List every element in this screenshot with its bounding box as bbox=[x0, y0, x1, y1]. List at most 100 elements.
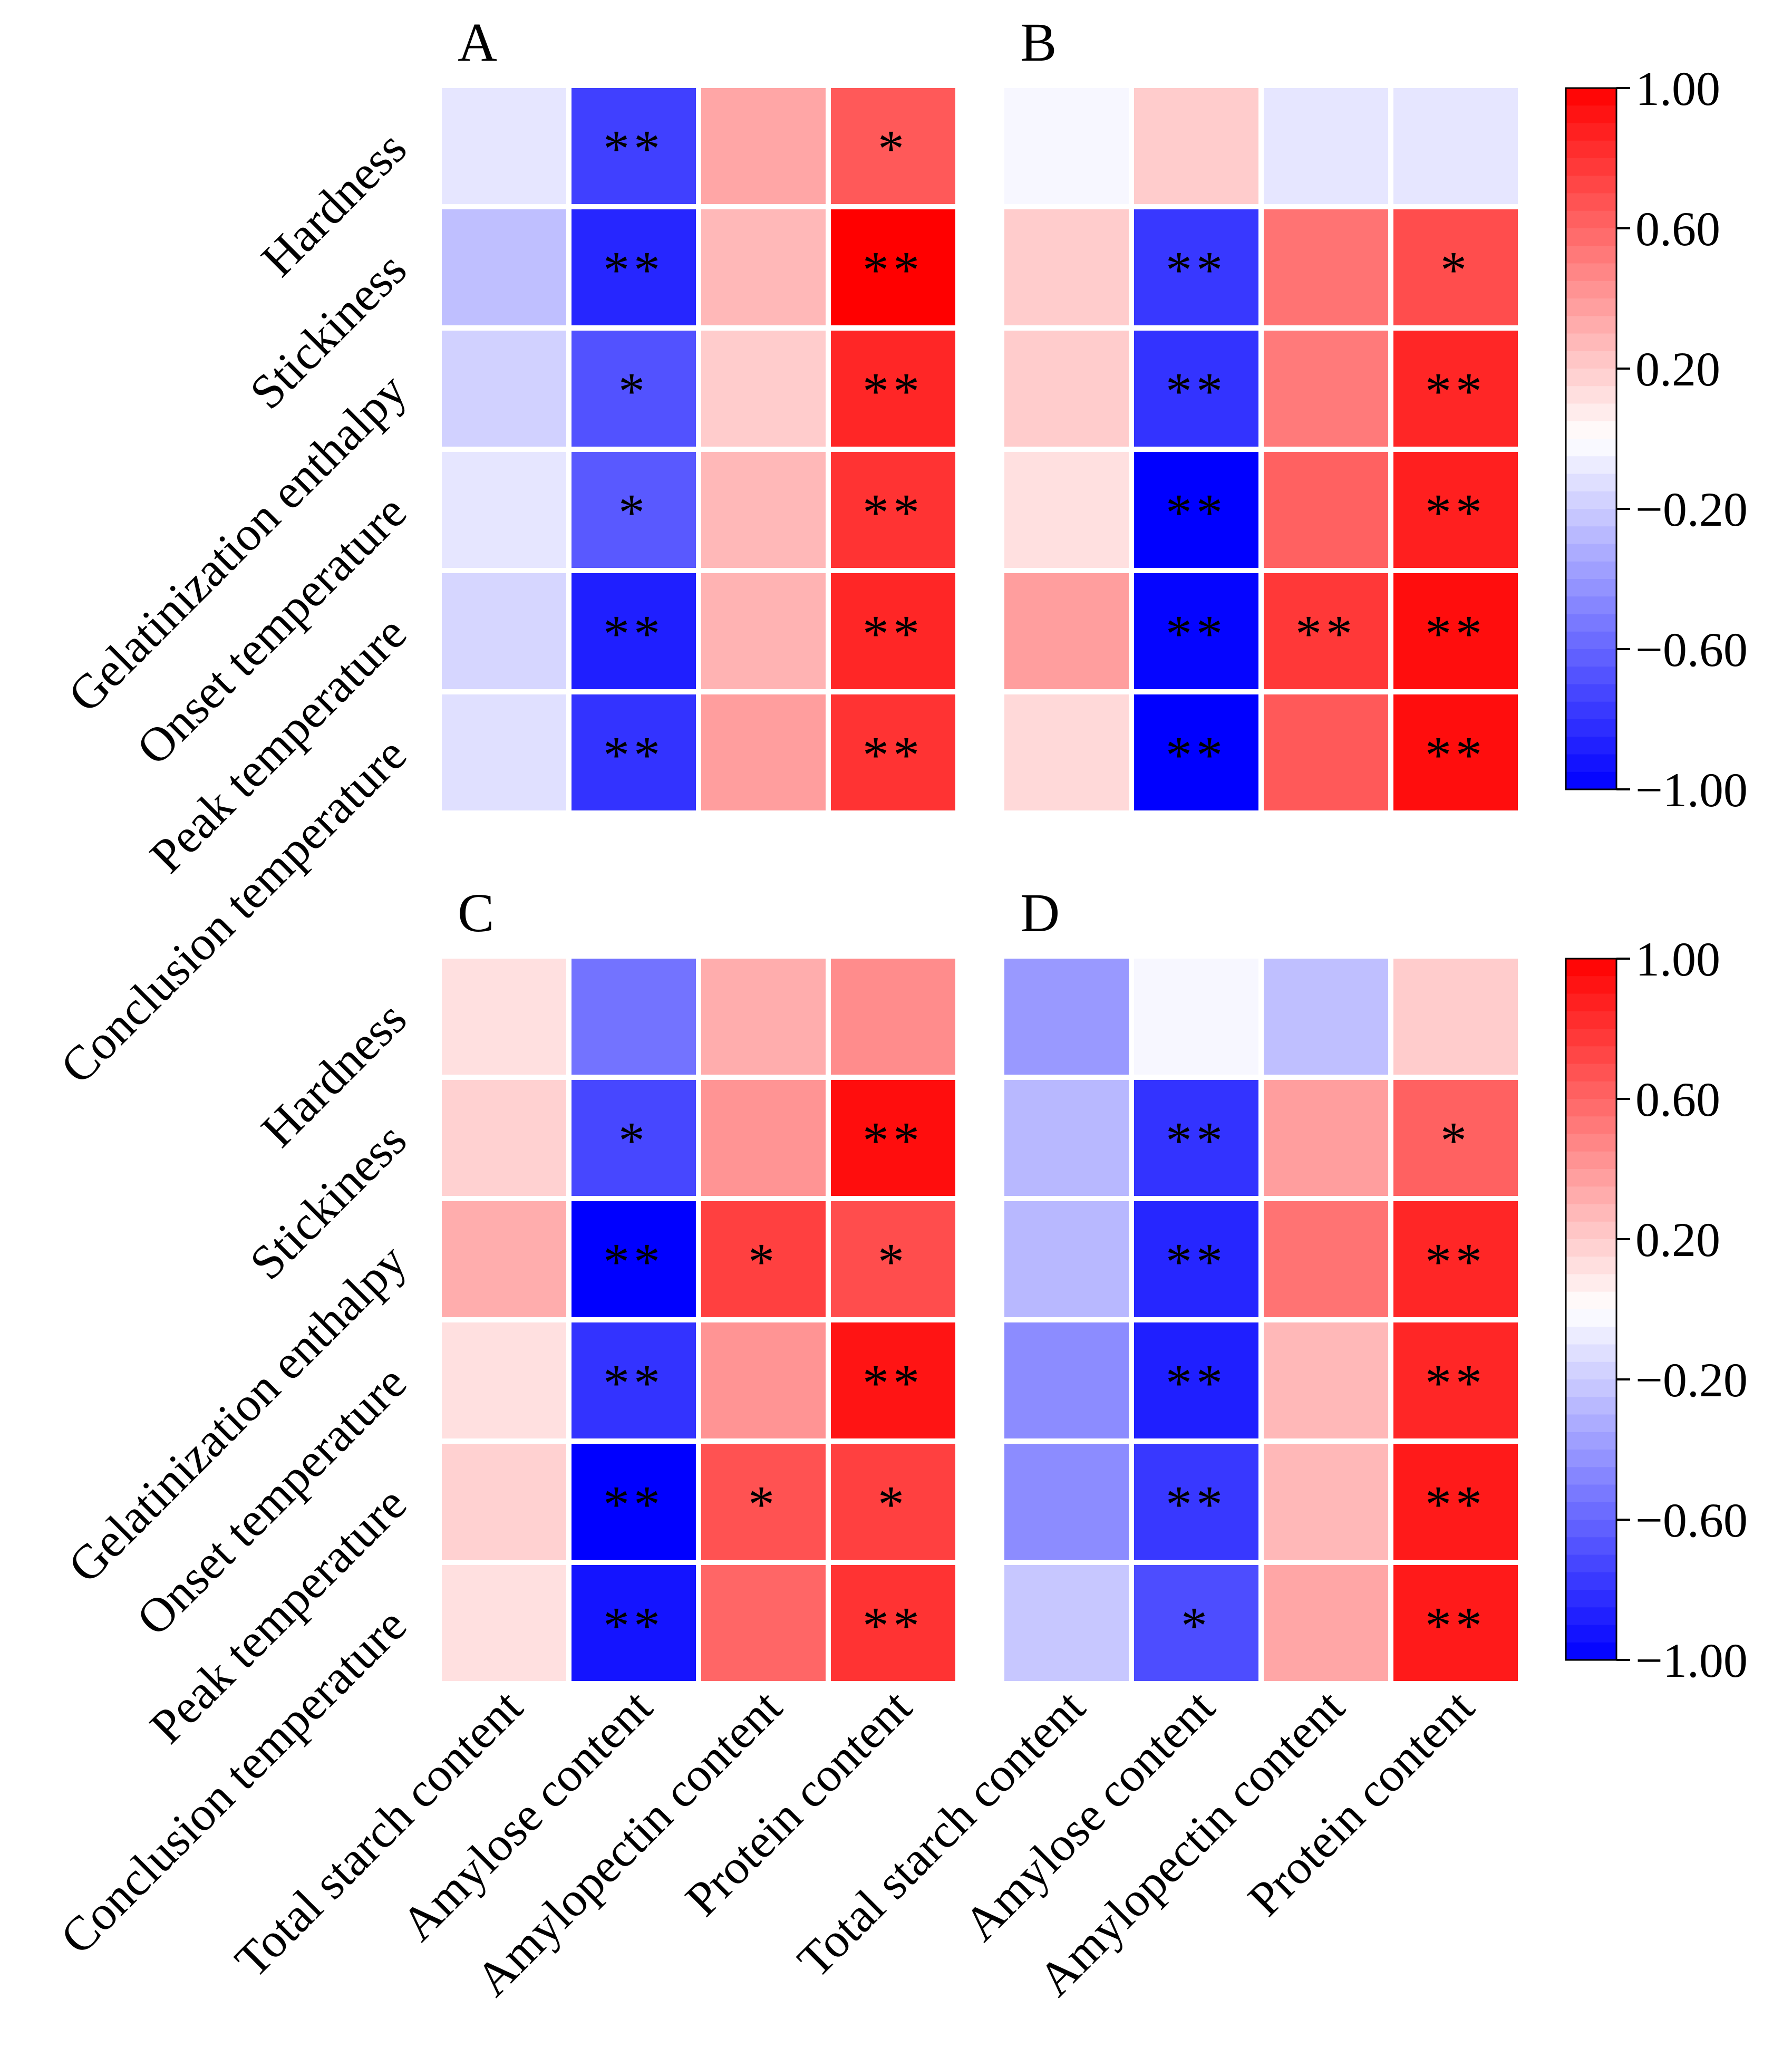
heatmap-cell bbox=[442, 1322, 566, 1438]
colorbar-step bbox=[1566, 1064, 1616, 1082]
heatmap-cell bbox=[1264, 694, 1388, 810]
colorbar-step bbox=[1566, 509, 1616, 527]
heatmap-cell bbox=[701, 209, 826, 325]
colorbar-step bbox=[1566, 754, 1616, 772]
colorbar-step bbox=[1566, 1502, 1616, 1520]
heatmap-cell bbox=[1134, 694, 1258, 810]
significance-mark: ** bbox=[863, 1354, 924, 1412]
heatmap-cell bbox=[571, 331, 696, 447]
heatmap-cell bbox=[701, 573, 826, 689]
heatmap-cell bbox=[571, 959, 696, 1075]
colorbar-step bbox=[1566, 631, 1616, 650]
heatmap-cell bbox=[571, 209, 696, 325]
panel-c: C* **** * *** **** * *** ** bbox=[442, 883, 955, 1681]
heatmap-cell bbox=[1134, 1080, 1258, 1196]
heatmap-cell bbox=[701, 1565, 826, 1681]
colorbar-step bbox=[1566, 1537, 1616, 1556]
colorbar-step bbox=[1566, 684, 1616, 702]
colorbar-step bbox=[1566, 1642, 1616, 1660]
heatmap-cell bbox=[701, 694, 826, 810]
heatmap-cell bbox=[1134, 1201, 1258, 1317]
significance-mark: ** bbox=[603, 1232, 664, 1291]
heatmap-panels: A** *** *** *** **** **** **B** *** **** **** ** **… bbox=[442, 12, 1518, 1681]
heatmap-cell bbox=[1393, 1201, 1518, 1317]
colorbar-step bbox=[1566, 246, 1616, 264]
significance-mark: * bbox=[878, 1232, 908, 1291]
heatmap-cell bbox=[1264, 88, 1388, 204]
significance-mark: ** bbox=[863, 1596, 924, 1655]
significance-mark: ** bbox=[603, 1596, 664, 1655]
colorbar-tick-label: 0.60 bbox=[1635, 202, 1720, 256]
heatmap-cell bbox=[1004, 959, 1129, 1075]
heatmap-cell bbox=[1393, 452, 1518, 568]
colorbar-step bbox=[1566, 1432, 1616, 1450]
significance-mark: ** bbox=[603, 1475, 664, 1533]
colorbar-step bbox=[1566, 1484, 1616, 1503]
colorbar-step bbox=[1566, 88, 1616, 106]
heatmap-cell bbox=[442, 1444, 566, 1560]
heatmap-cell bbox=[1264, 1201, 1388, 1317]
colorbar-step bbox=[1566, 1257, 1616, 1275]
significance-mark: ** bbox=[603, 240, 664, 299]
colorbar-step bbox=[1566, 456, 1616, 475]
significance-mark: ** bbox=[603, 726, 664, 784]
heatmap-cell bbox=[1134, 573, 1258, 689]
colorbar-step bbox=[1566, 579, 1616, 597]
colorbar-tick-label: 1.00 bbox=[1635, 62, 1720, 115]
significance-mark: ** bbox=[1166, 1354, 1227, 1412]
significance-mark: * bbox=[1440, 1111, 1471, 1170]
heatmap-cell bbox=[831, 1565, 955, 1681]
colorbar-step bbox=[1566, 737, 1616, 755]
colorbar-step bbox=[1566, 491, 1616, 509]
heatmap-cell bbox=[1393, 1322, 1518, 1438]
heatmap-cell bbox=[831, 209, 955, 325]
colorbar-step bbox=[1566, 369, 1616, 387]
colorbar-step bbox=[1566, 1291, 1616, 1310]
colorbar-step bbox=[1566, 649, 1616, 667]
heatmap-cell bbox=[442, 88, 566, 204]
heatmap-cell bbox=[1264, 1444, 1388, 1560]
colorbar-step bbox=[1566, 667, 1616, 685]
colorbar-tick-label: 1.00 bbox=[1635, 932, 1720, 986]
heatmap-cell bbox=[442, 1201, 566, 1317]
significance-mark: ** bbox=[603, 604, 664, 663]
heatmap-cell bbox=[701, 452, 826, 568]
heatmap-cell bbox=[701, 88, 826, 204]
colorbar-tick-label: −0.20 bbox=[1635, 482, 1748, 536]
colorbar-step bbox=[1566, 1186, 1616, 1205]
heatmap-cell bbox=[1134, 1444, 1258, 1560]
heatmap-cell bbox=[1393, 1565, 1518, 1681]
heatmap-cell bbox=[571, 88, 696, 204]
heatmap-cell bbox=[1004, 1565, 1129, 1681]
colorbar-step bbox=[1566, 140, 1616, 159]
heatmap-cell bbox=[1004, 1080, 1129, 1196]
heatmap-cell bbox=[831, 694, 955, 810]
heatmap-cell bbox=[1393, 694, 1518, 810]
significance-mark: ** bbox=[1166, 1475, 1227, 1533]
colorbar-step bbox=[1566, 976, 1616, 994]
significance-mark: ** bbox=[1166, 362, 1227, 420]
heatmap-cell bbox=[701, 331, 826, 447]
heatmap-cell bbox=[1134, 331, 1258, 447]
colorbar-step bbox=[1566, 1379, 1616, 1397]
heatmap-cell bbox=[571, 1444, 696, 1560]
colorbar-step bbox=[1566, 1572, 1616, 1590]
colorbar-step bbox=[1566, 1344, 1616, 1363]
heatmap-cell bbox=[1134, 209, 1258, 325]
significance-mark: ** bbox=[1166, 726, 1227, 784]
heatmap-cell bbox=[571, 573, 696, 689]
significance-mark: ** bbox=[863, 362, 924, 420]
heatmap-cell bbox=[831, 1444, 955, 1560]
colorbar-tick-label: −0.20 bbox=[1635, 1353, 1748, 1407]
heatmap-cell bbox=[1393, 1444, 1518, 1560]
heatmap-cell bbox=[1393, 573, 1518, 689]
heatmap-cell bbox=[571, 1080, 696, 1196]
colorbar-step bbox=[1566, 1116, 1616, 1135]
colorbar-step bbox=[1566, 210, 1616, 229]
significance-mark: * bbox=[1440, 240, 1471, 299]
colorbar-step bbox=[1566, 176, 1616, 194]
significance-mark: * bbox=[618, 483, 649, 542]
significance-mark: ** bbox=[863, 604, 924, 663]
significance-mark: ** bbox=[1425, 1596, 1486, 1655]
